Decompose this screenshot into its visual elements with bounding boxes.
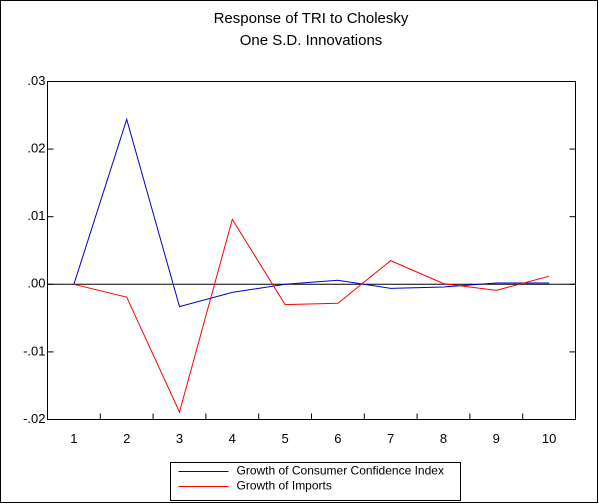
x-tick-label: 8 (440, 431, 447, 446)
x-tick-label: 3 (176, 431, 183, 446)
y-tick-label: .00 (27, 276, 45, 291)
legend-box (170, 462, 461, 501)
chart-subtitle: One S.D. Innovations (240, 32, 383, 49)
y-tick-label: .03 (27, 73, 45, 88)
legend-text: Growth of Consumer Confidence Index (237, 464, 444, 478)
x-tick-label: 10 (542, 431, 556, 446)
x-tick-label: 2 (123, 431, 130, 446)
y-tick-label: .01 (27, 208, 45, 223)
chart-title: Response of TRI to Cholesky (214, 10, 409, 27)
x-tick-label: 9 (493, 431, 500, 446)
y-tick-label: -.02 (23, 411, 45, 426)
legend-text: Growth of Imports (237, 479, 332, 493)
x-tick-label: 7 (387, 431, 394, 446)
x-tick-label: 4 (229, 431, 236, 446)
x-tick-label: 1 (70, 431, 77, 446)
x-tick-label: 5 (281, 431, 288, 446)
series-line (73, 218, 550, 414)
x-tick-label: 6 (334, 431, 341, 446)
series-line (73, 117, 550, 308)
y-tick-label: .02 (27, 141, 45, 156)
y-tick-label: -.01 (23, 343, 45, 358)
